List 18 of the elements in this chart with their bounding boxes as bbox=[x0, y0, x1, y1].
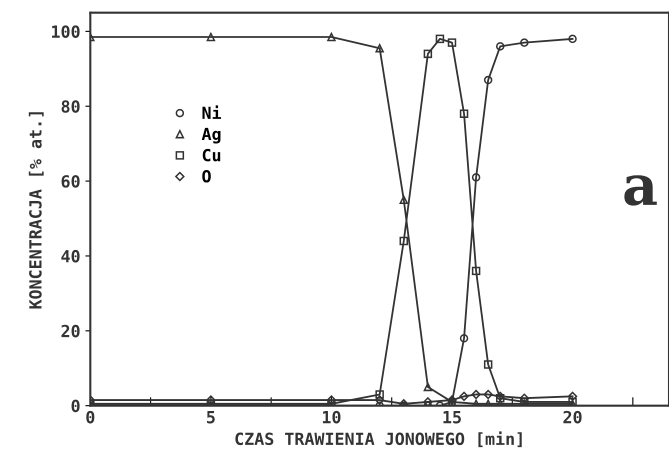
y-tick-label: 60 bbox=[62, 175, 80, 188]
y-tick-label: 0 bbox=[72, 400, 80, 412]
y-axis-title: KONCENTRACJA [% at.] bbox=[28, 112, 44, 309]
y-tick-label: 20 bbox=[61, 324, 80, 338]
x-tick-label: 20 bbox=[563, 410, 582, 424]
y-tick-label: 40 bbox=[61, 250, 80, 263]
x-tick-label: 0 bbox=[86, 410, 94, 424]
legend-label: Cu bbox=[202, 148, 220, 162]
y-tick-label: 80 bbox=[62, 100, 80, 113]
x-tick-label: 5 bbox=[207, 411, 215, 424]
x-axis-title: CZAS TRAWIENIA JONOWEGO [min] bbox=[235, 431, 522, 448]
legend-label: Ag bbox=[202, 128, 220, 144]
legend-label: Ni bbox=[202, 105, 222, 119]
y-tick-label: 100 bbox=[52, 25, 80, 38]
x-tick-label: 15 bbox=[443, 411, 461, 424]
annotation: a bbox=[624, 175, 657, 206]
legend-label: O bbox=[202, 170, 211, 183]
x-tick-label: 10 bbox=[322, 410, 340, 424]
